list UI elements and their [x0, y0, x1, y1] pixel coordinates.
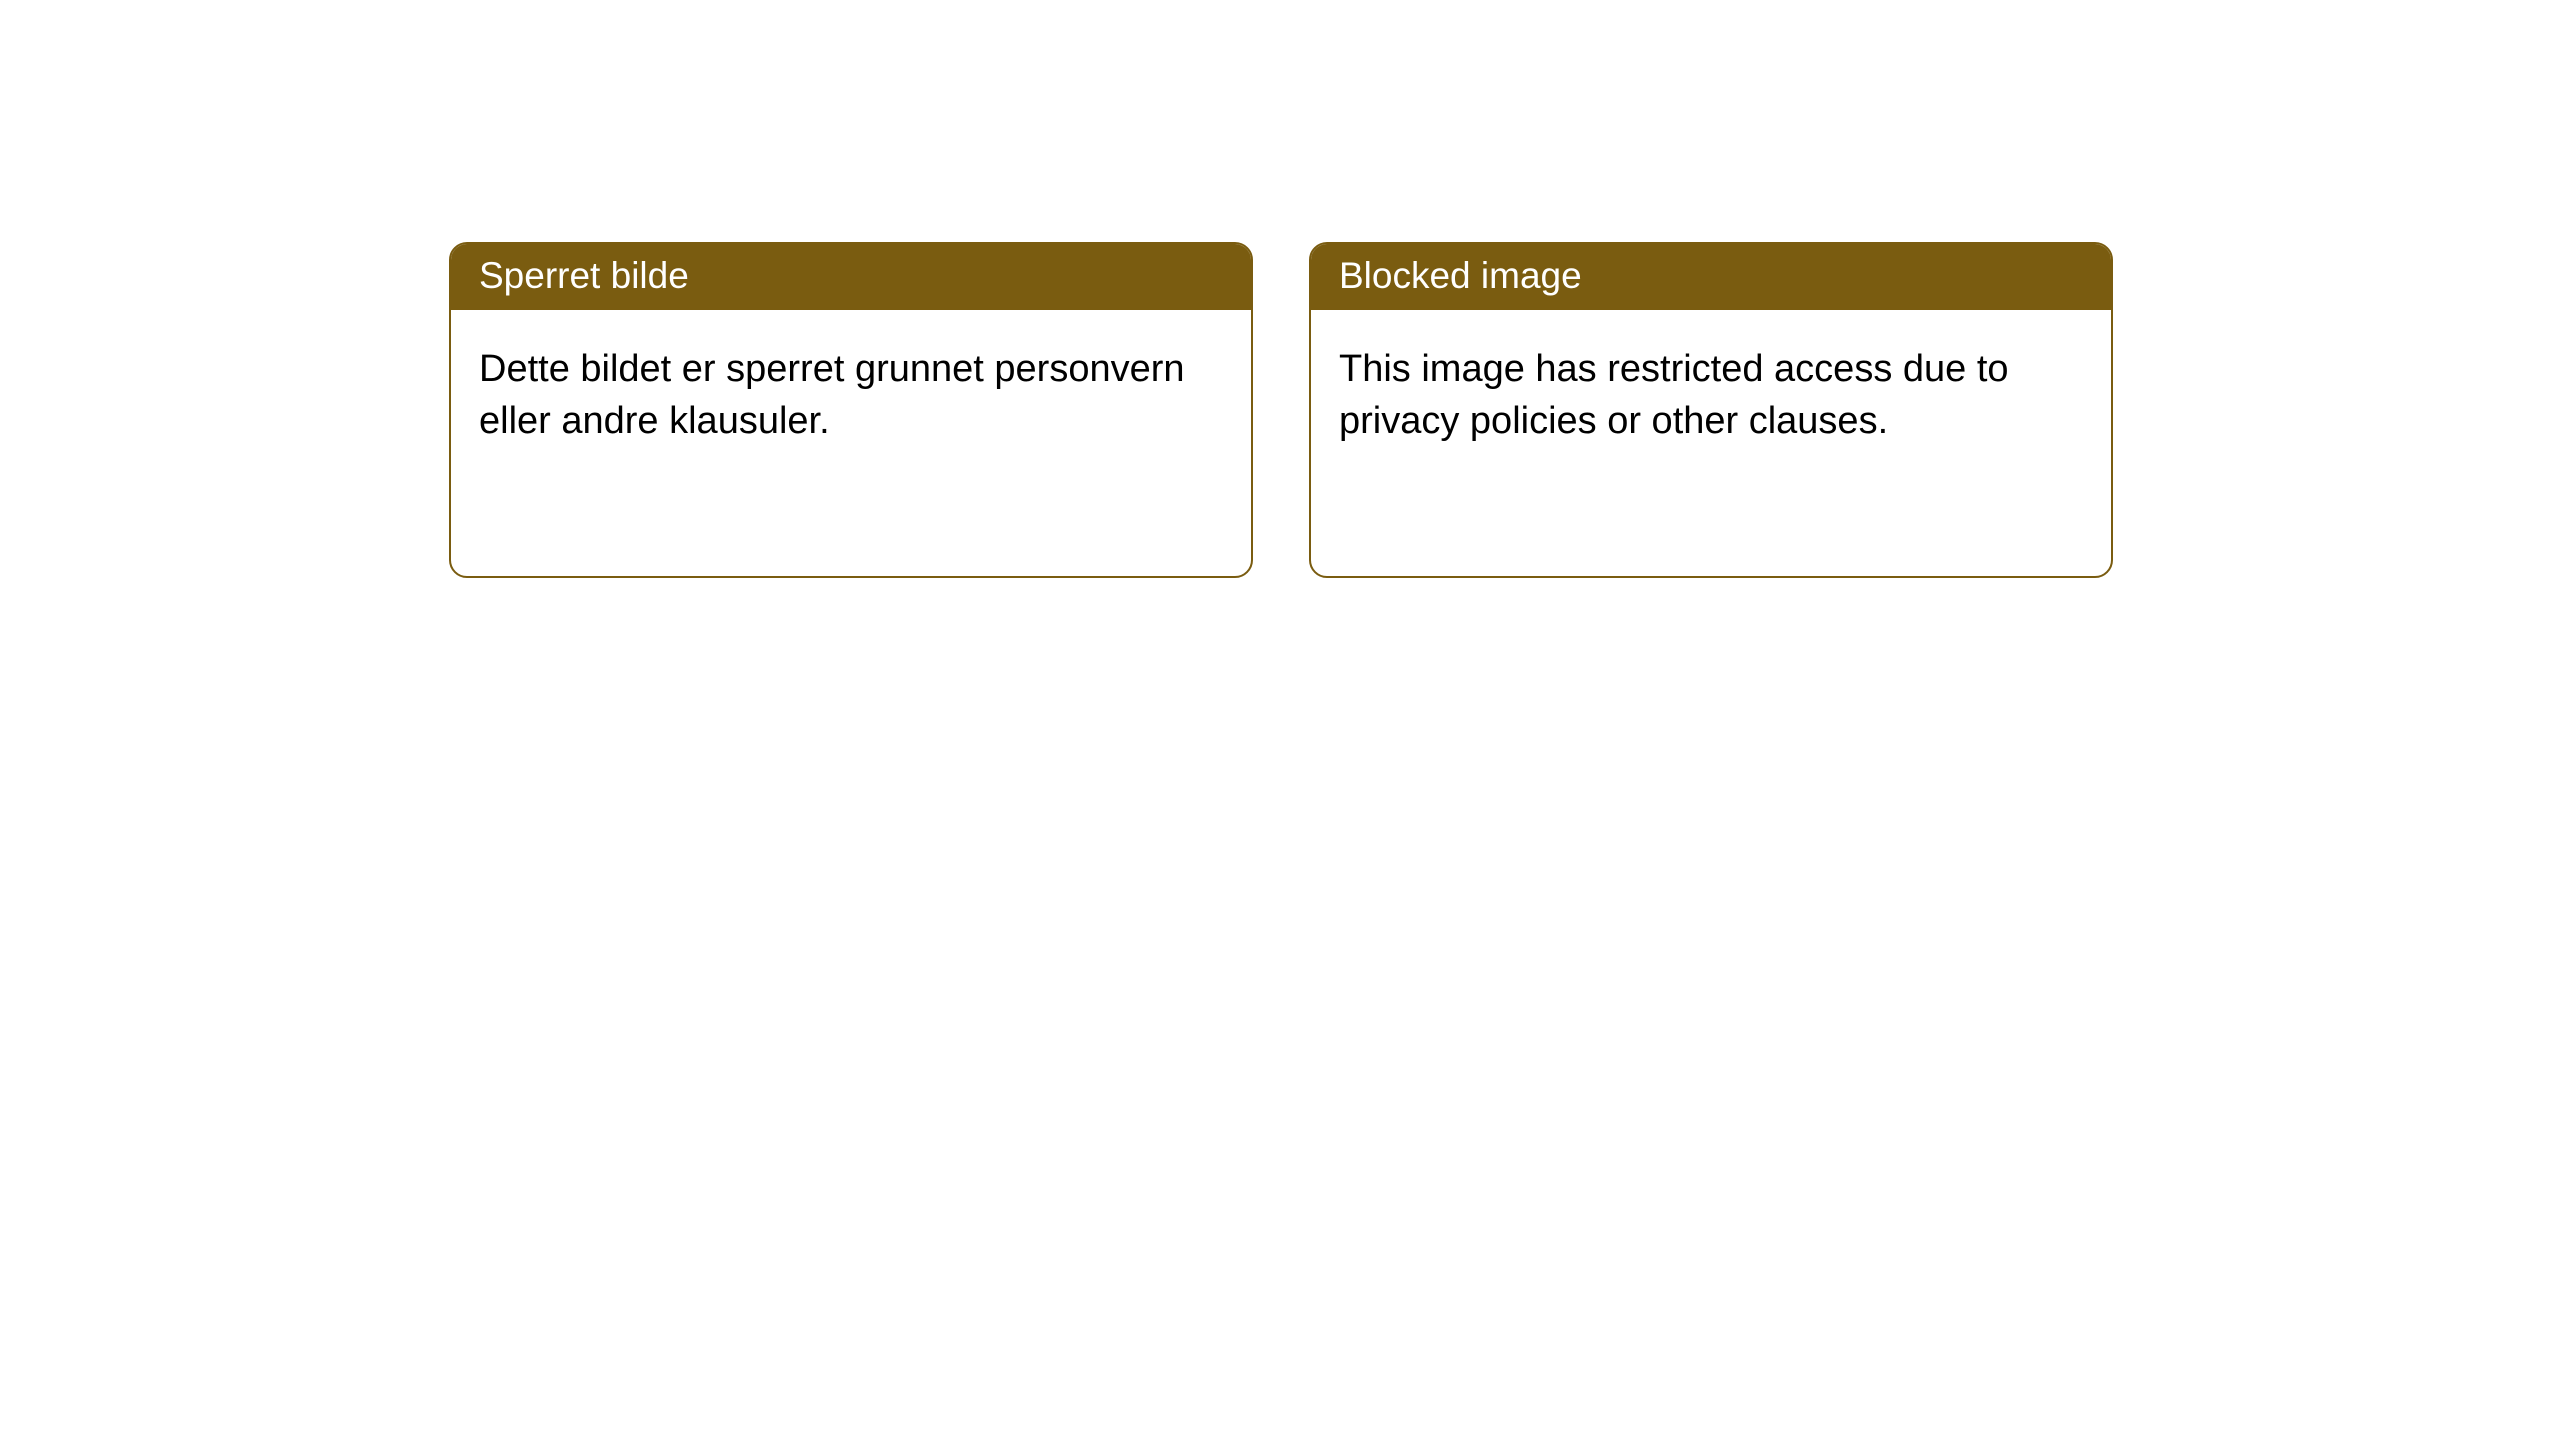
notice-card-english: Blocked image This image has restricted … — [1309, 242, 2113, 578]
notice-body-english: This image has restricted access due to … — [1311, 310, 2111, 467]
notice-body-norwegian: Dette bildet er sperret grunnet personve… — [451, 310, 1251, 467]
notice-container: Sperret bilde Dette bildet er sperret gr… — [0, 0, 2560, 578]
notice-title-english: Blocked image — [1311, 244, 2111, 310]
notice-title-norwegian: Sperret bilde — [451, 244, 1251, 310]
notice-card-norwegian: Sperret bilde Dette bildet er sperret gr… — [449, 242, 1253, 578]
